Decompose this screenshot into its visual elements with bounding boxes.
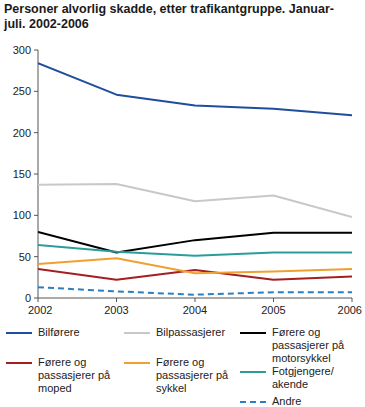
x-tick-label: 2002 [28, 304, 52, 316]
legend-column: Bilpassasjerer Førere og passasjerer på s… [124, 326, 240, 407]
legend-label: Førere og passasjerer på sykkel [156, 356, 240, 395]
x-tick [352, 298, 353, 302]
x-tick-label: 2003 [104, 304, 128, 316]
legend-label: Bilpassasjerer [156, 326, 240, 339]
chart: 0 50 100 150 200 250 300 2002 2003 2004 2005 2006 [0, 0, 365, 326]
legend-label: Andre [272, 395, 358, 407]
title: Personer alvorlig skadde, etter trafikan… [4, 2, 354, 32]
legend-label: Førere og passasjerer på moped [38, 356, 124, 395]
legend-item: Bilførere [6, 326, 124, 356]
legend-label: Fotgjengere/ akende [272, 365, 358, 391]
legend-column: Førere og passasjerer på motorsykkelFotg… [240, 326, 358, 407]
legend-label: Bilførere [38, 326, 124, 339]
legend-swatch [124, 332, 150, 334]
series-line [38, 287, 352, 294]
legend-swatch [240, 332, 266, 334]
legend-item: Førere og passasjerer på sykkel [124, 356, 240, 395]
x-tick-label: 2004 [183, 304, 207, 316]
legend-swatch [6, 362, 32, 364]
y-tick-label: 0 [25, 292, 31, 304]
y-tick [34, 298, 38, 299]
y-tick-label: 300 [13, 44, 31, 56]
x-tick-label: 2005 [261, 304, 285, 316]
legend-item: Førere og passasjerer på moped [6, 356, 124, 395]
x-tick [116, 298, 117, 302]
y-tick [34, 91, 38, 92]
y-tick [34, 215, 38, 216]
y-tick-label: 200 [13, 127, 31, 139]
legend: BilførereFørere og passasjerer på mopedB… [6, 326, 362, 407]
legend-label: Førere og passasjerer på motorsykkel [272, 326, 358, 365]
legend-swatch [240, 401, 266, 403]
legend-item: Bilpassasjerer [124, 326, 240, 356]
series-line [38, 245, 352, 256]
legend-swatch [124, 362, 150, 364]
legend-item: Førere og passasjerer på motorsykkel [240, 326, 358, 365]
series-line [38, 63, 352, 115]
legend-swatch [240, 371, 266, 373]
y-tick [34, 256, 38, 257]
y-tick-label: 50 [19, 251, 31, 263]
series-line [38, 258, 352, 273]
y-tick-label: 150 [13, 168, 31, 180]
legend-column: Bilførere Førere og passasjerer på moped [6, 326, 124, 407]
legend-item: Andre [240, 395, 358, 407]
legend-item: Fotgjengere/ akende [240, 365, 358, 395]
x-tick [273, 298, 274, 302]
y-tick-label: 100 [13, 209, 31, 221]
y-tick-label: 250 [13, 85, 31, 97]
y-tick [34, 132, 38, 133]
x-tick [38, 298, 39, 302]
legend-swatch [6, 332, 32, 334]
x-tick [195, 298, 196, 302]
plot-lines [38, 63, 352, 294]
y-tick [34, 50, 38, 51]
y-tick [34, 174, 38, 175]
series-line [38, 184, 352, 217]
x-tick-label: 2006 [338, 304, 362, 316]
